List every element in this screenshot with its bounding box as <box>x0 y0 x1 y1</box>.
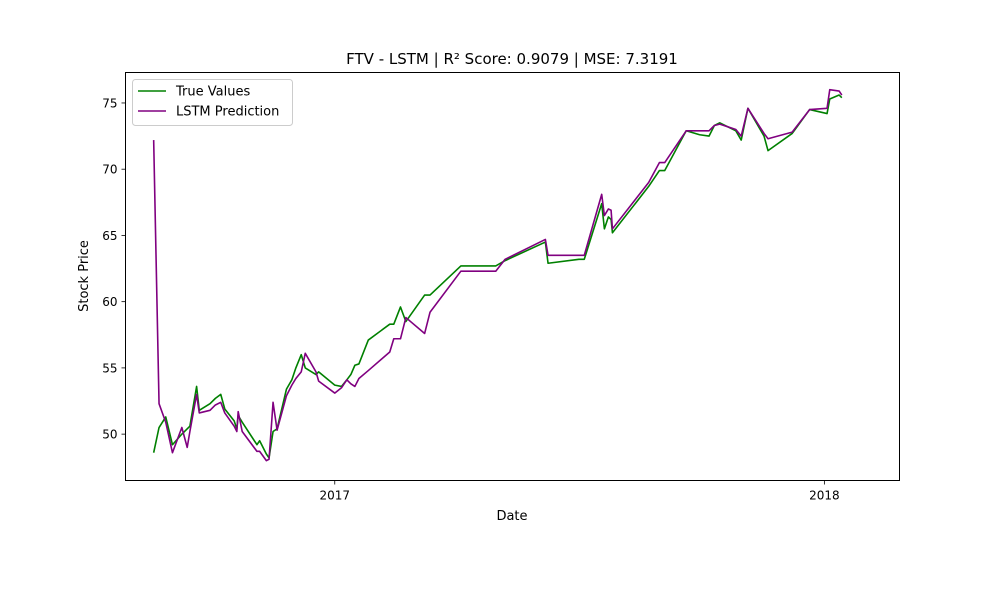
y-tick-label: 50 <box>102 428 117 442</box>
legend-label-lstm-prediction: LSTM Prediction <box>176 105 279 120</box>
y-tick-label: 60 <box>102 295 117 309</box>
x-axis-label: Date <box>496 509 527 524</box>
y-tick-label: 55 <box>102 361 117 375</box>
y-axis: 50 55 60 65 70 75 <box>102 96 126 442</box>
y-tick-label: 65 <box>102 229 117 243</box>
chart-title: FTV - LSTM | R² Score: 0.9079 | MSE: 7.3… <box>346 50 678 68</box>
x-tick-label: 2017 <box>319 489 350 503</box>
x-tick-label: 2018 <box>809 489 840 503</box>
series-line-true-values <box>152 94 843 459</box>
series-line-lstm-prediction <box>152 88 843 462</box>
legend-box <box>132 79 293 126</box>
y-tick-label: 70 <box>102 163 117 177</box>
y-axis-label: Stock Price <box>77 240 92 312</box>
x-axis: 2017 2018 <box>319 480 840 503</box>
plot-frame <box>125 72 900 481</box>
legend-label-true-values: True Values <box>175 85 250 100</box>
plot-area <box>152 88 843 462</box>
legend: True Values LSTM Prediction <box>132 79 293 126</box>
y-tick-label: 75 <box>102 96 117 110</box>
